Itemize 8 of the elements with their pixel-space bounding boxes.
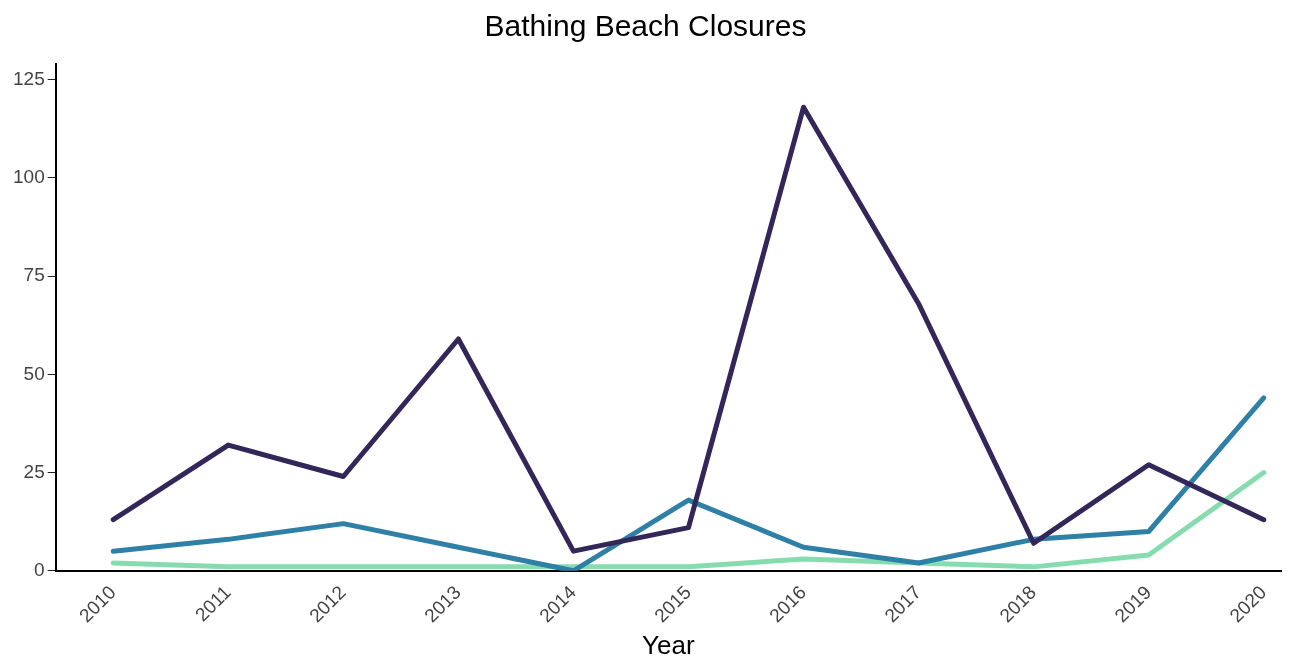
y-tick-label: 125 <box>13 67 45 89</box>
y-tick-label: 50 <box>23 362 45 384</box>
y-tick-label: 0 <box>34 559 45 581</box>
y-tick-label: 75 <box>23 264 45 286</box>
chart-title: Bathing Beach Closures <box>484 9 807 43</box>
x-axis-title: Year <box>642 629 695 660</box>
y-tick-label: 25 <box>23 460 45 482</box>
y-tick-label: 100 <box>13 166 45 188</box>
